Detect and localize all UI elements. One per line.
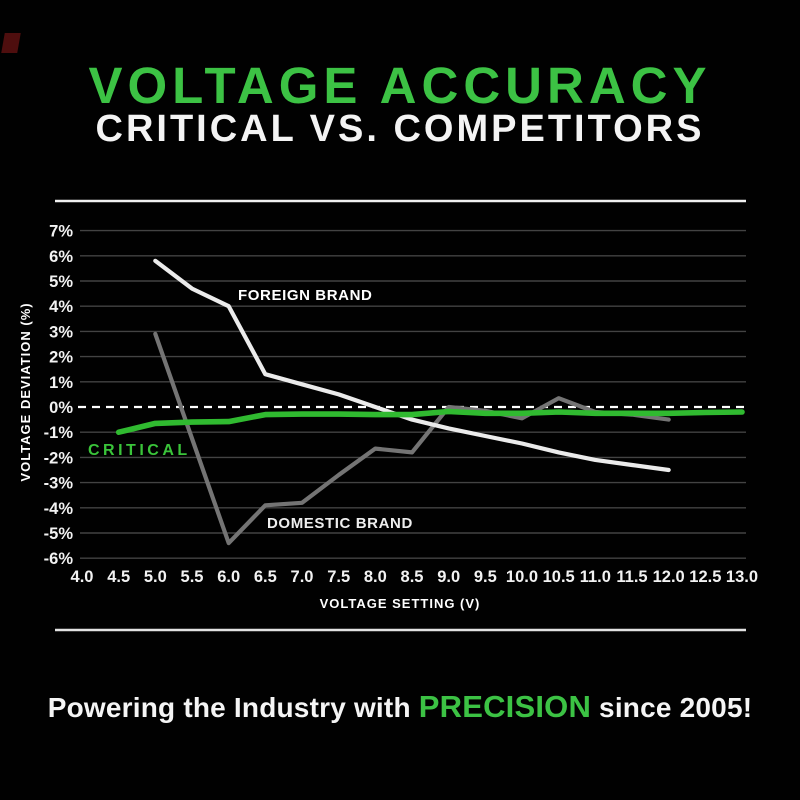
x-tick-label: 9.5 [474,568,497,586]
y-tick-label: 6% [49,248,73,266]
y-tick-label: 0% [49,399,73,417]
x-tick-label: 11.0 [580,568,611,586]
x-tick-label: 13.0 [726,568,758,586]
x-tick-label: 7.0 [291,568,314,586]
y-tick-label: 2% [49,349,73,367]
page-title: VOLTAGE ACCURACY [88,57,712,114]
x-tick-label: 10.0 [506,568,538,586]
y-tick-label: 4% [49,298,73,316]
x-tick-label: 6.0 [217,568,240,586]
series-label-domestic-brand: DOMESTIC BRAND [267,515,413,532]
series-line-foreign-brand [153,258,671,473]
series-line-critical [115,408,745,436]
x-tick-label: 11.5 [616,568,647,586]
series-label-critical: CRITICAL [88,442,191,459]
footer-highlight: PRECISION [418,689,592,724]
x-tick-label: 5.0 [144,568,167,586]
series-line-domestic-brand [153,331,671,546]
page-subtitle: CRITICAL VS. COMPETITORS [95,108,705,150]
y-tick-label: -6% [44,550,74,568]
series-label-foreign-brand: FOREIGN BRAND [238,287,372,304]
x-axis-title: VOLTAGE SETTING (V) [320,596,481,611]
footer-text-suffix: since 2005! [591,692,753,723]
x-tick-label: 10.5 [543,568,575,586]
x-tick-label: 4.0 [71,568,94,586]
y-tick-label: 7% [49,223,73,241]
y-tick-label: -1% [44,424,74,442]
y-axis-title: VOLTAGE DEVIATION (%) [18,302,33,481]
x-tick-label: 6.5 [254,568,277,586]
y-tick-label: 5% [49,273,73,291]
y-tick-label: 1% [49,374,73,392]
x-tick-label: 12.5 [689,568,721,586]
footer-tagline: Powering the Industry with PRECISION sin… [0,689,800,725]
y-tick-label: -3% [44,475,74,493]
y-tick-label: -4% [44,500,74,518]
x-tick-label: 8.0 [364,568,387,586]
x-tick-label: 4.5 [107,568,130,586]
x-tick-label: 8.5 [401,568,424,586]
y-tick-label: -5% [44,525,74,543]
y-tick-label: 3% [49,323,73,341]
y-tick-label: -2% [44,449,74,467]
x-tick-label: 5.5 [181,568,204,586]
x-tick-label: 12.0 [653,568,685,586]
x-tick-label: 9.0 [437,568,460,586]
x-tick-label: 7.5 [327,568,350,586]
footer-text-prefix: Powering the Industry with [47,692,419,723]
